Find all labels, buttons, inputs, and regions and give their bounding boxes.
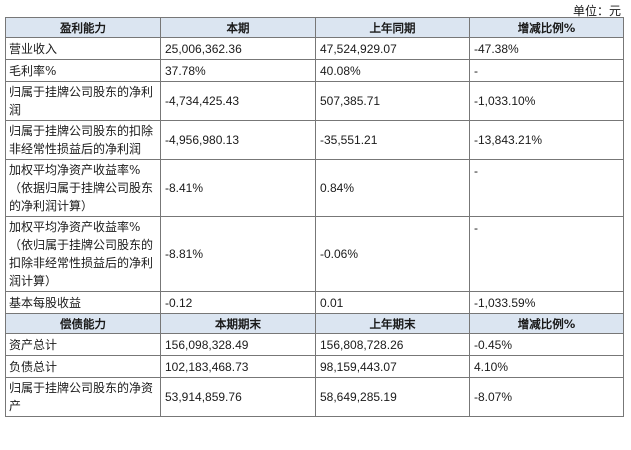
cell-value: -4,956,980.13: [160, 120, 316, 160]
column-header: 上年期末: [315, 313, 470, 334]
cell-value: 156,098,328.49: [160, 333, 316, 356]
cell-value: 102,183,468.73: [160, 355, 316, 378]
cell-value: -8.41%: [160, 159, 316, 217]
cell-value: -13,843.21%: [469, 120, 624, 160]
financial-summary-table: 盈利能力 本期 上年同期 增减比例% 营业收入 25,006,362.36 47…: [5, 17, 624, 417]
cell-value: 58,649,285.19: [315, 377, 470, 417]
cell-value: -47.38%: [469, 37, 624, 60]
row-label: 毛利率%: [5, 59, 161, 82]
row-label: 加权平均净资产收益率%（依据归属于挂牌公司股东的净利润计算）: [5, 159, 161, 217]
cell-value: -4,734,425.43: [160, 81, 316, 121]
cell-value: -8.07%: [469, 377, 624, 417]
column-header: 本期: [160, 17, 316, 38]
cell-value: 25,006,362.36: [160, 37, 316, 60]
cell-value: -8.81%: [160, 216, 316, 292]
table-row: 加权平均净资产收益率%（依归属于挂牌公司股东的扣除非经常性损益后的净利润计算） …: [5, 216, 624, 292]
cell-value: 4.10%: [469, 355, 624, 378]
row-label: 归属于挂牌公司股东的净利润: [5, 81, 161, 121]
cell-value: 40.08%: [315, 59, 470, 82]
column-header: 本期期末: [160, 313, 316, 334]
row-label: 归属于挂牌公司股东的扣除非经常性损益后的净利润: [5, 120, 161, 160]
cell-value: -1,033.10%: [469, 81, 624, 121]
column-header: 盈利能力: [5, 17, 161, 38]
cell-value: -35,551.21: [315, 120, 470, 160]
table-row: 资产总计 156,098,328.49 156,808,728.26 -0.45…: [5, 333, 624, 356]
table-row: 营业收入 25,006,362.36 47,524,929.07 -47.38%: [5, 37, 624, 60]
cell-value: -0.45%: [469, 333, 624, 356]
table-row: 基本每股收益 -0.12 0.01 -1,033.59%: [5, 291, 624, 314]
table-row: 归属于挂牌公司股东的净利润 -4,734,425.43 507,385.71 -…: [5, 81, 624, 121]
cell-value: -: [469, 59, 624, 82]
table-row: 负债总计 102,183,468.73 98,159,443.07 4.10%: [5, 355, 624, 378]
cell-value: -: [469, 159, 624, 217]
cell-value: 47,524,929.07: [315, 37, 470, 60]
column-header: 上年同期: [315, 17, 470, 38]
cell-value: 0.84%: [315, 159, 470, 217]
table-row: 毛利率% 37.78% 40.08% -: [5, 59, 624, 82]
table-header-row: 盈利能力 本期 上年同期 增减比例%: [5, 17, 624, 38]
row-label: 归属于挂牌公司股东的净资产: [5, 377, 161, 417]
row-label: 营业收入: [5, 37, 161, 60]
cell-value: 98,159,443.07: [315, 355, 470, 378]
row-label: 加权平均净资产收益率%（依归属于挂牌公司股东的扣除非经常性损益后的净利润计算）: [5, 216, 161, 292]
row-label: 基本每股收益: [5, 291, 161, 314]
cell-value: 53,914,859.76: [160, 377, 316, 417]
cell-value: -0.06%: [315, 216, 470, 292]
cell-value: 37.78%: [160, 59, 316, 82]
column-header: 偿债能力: [5, 313, 161, 334]
cell-value: 507,385.71: [315, 81, 470, 121]
table-row: 归属于挂牌公司股东的净资产 53,914,859.76 58,649,285.1…: [5, 377, 624, 417]
cell-value: 0.01: [315, 291, 470, 314]
cell-value: 156,808,728.26: [315, 333, 470, 356]
row-label: 资产总计: [5, 333, 161, 356]
cell-value: -1,033.59%: [469, 291, 624, 314]
cell-value: -: [469, 216, 624, 292]
unit-label: 单位：元: [572, 4, 621, 18]
table-row: 归属于挂牌公司股东的扣除非经常性损益后的净利润 -4,956,980.13 -3…: [5, 120, 624, 160]
row-label: 负债总计: [5, 355, 161, 378]
table-row: 加权平均净资产收益率%（依据归属于挂牌公司股东的净利润计算） -8.41% 0.…: [5, 159, 624, 217]
table-header-row: 偿债能力 本期期末 上年期末 增减比例%: [5, 313, 624, 334]
column-header: 增减比例%: [469, 17, 624, 38]
column-header: 增减比例%: [469, 313, 624, 334]
cell-value: -0.12: [160, 291, 316, 314]
